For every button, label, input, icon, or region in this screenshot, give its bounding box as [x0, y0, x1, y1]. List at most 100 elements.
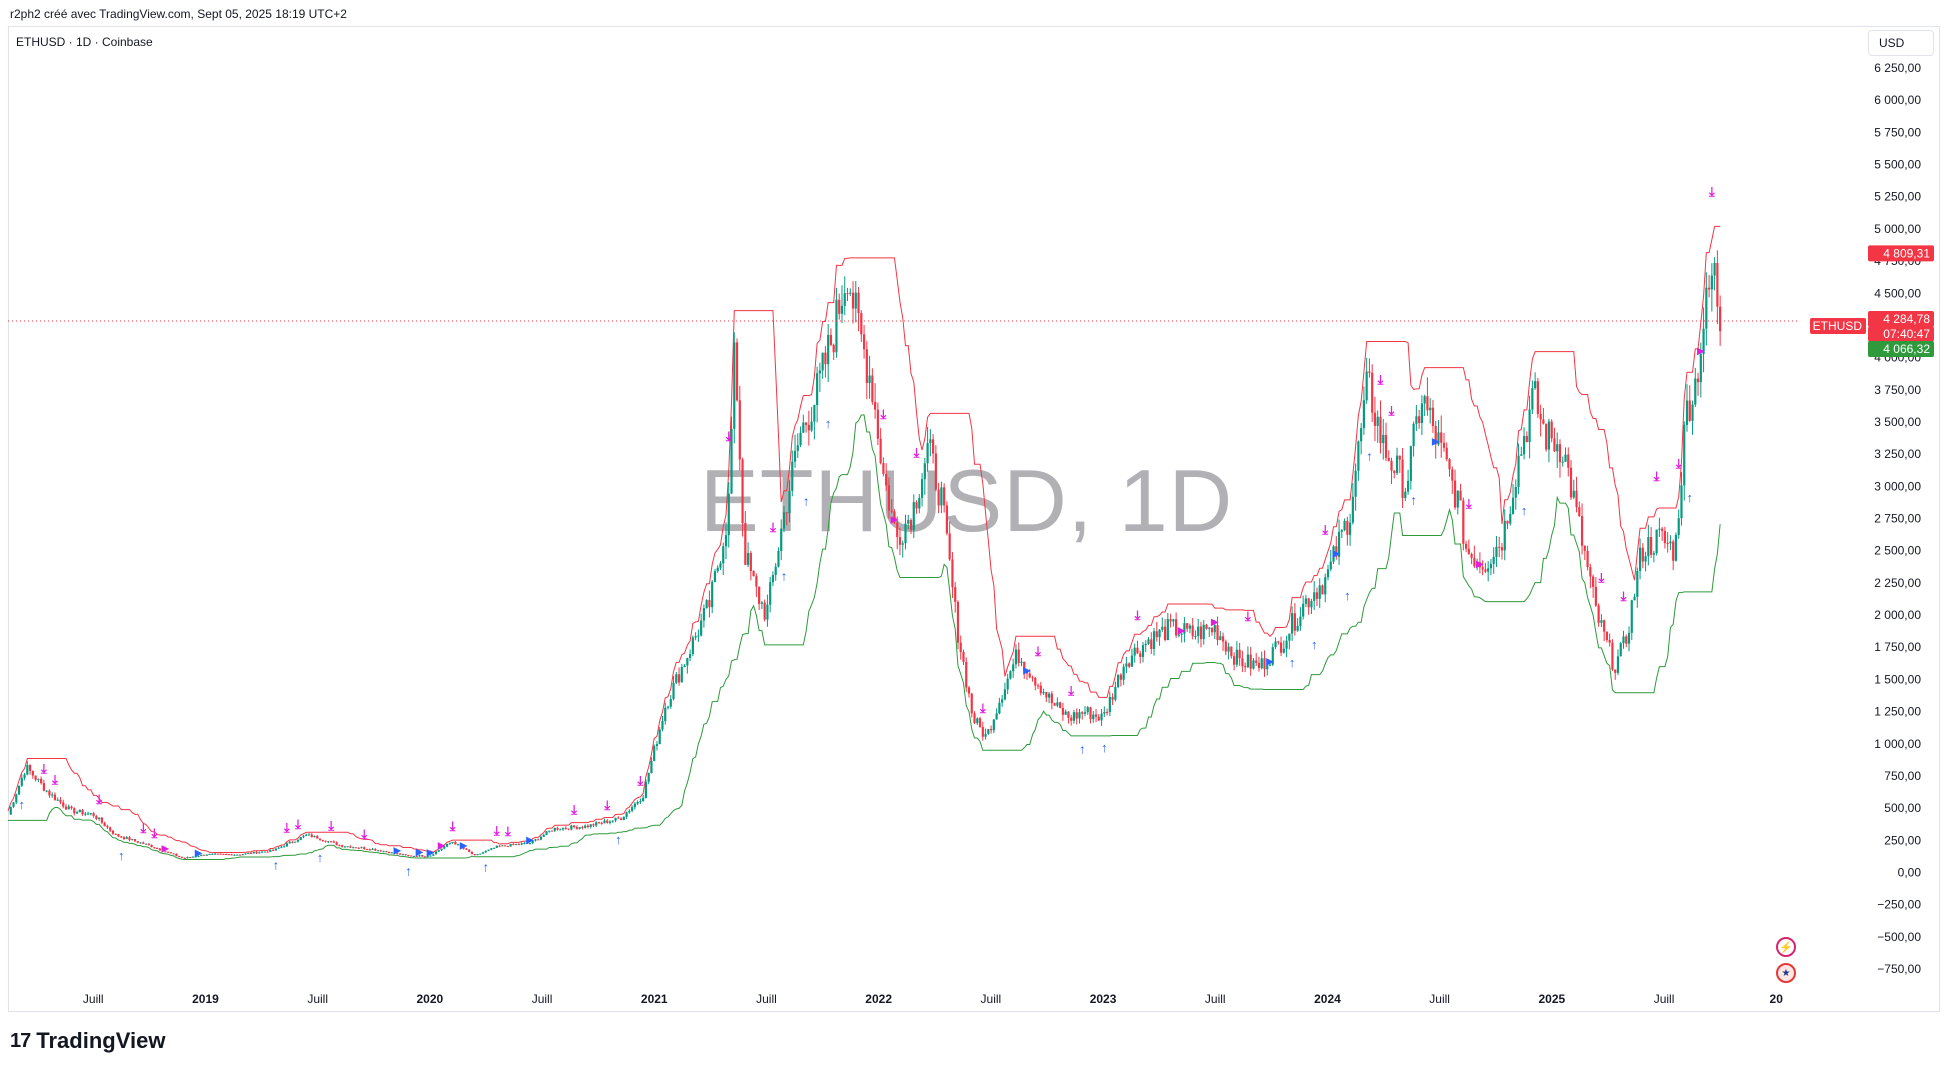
- candle-body: [1064, 711, 1067, 715]
- symbol-price-label-text: ETHUSD: [1813, 319, 1863, 333]
- candle-body: [1246, 654, 1250, 668]
- candle-body: [1440, 432, 1443, 443]
- candle-body: [619, 818, 623, 820]
- candle-body: [1056, 702, 1059, 706]
- candle-body: [898, 537, 902, 545]
- bolt-icon[interactable]: ⚡: [1776, 937, 1796, 957]
- candle-body: [329, 841, 333, 843]
- candle-body: [1067, 711, 1070, 718]
- candle-body: [1680, 485, 1683, 519]
- candle-body: [363, 847, 366, 849]
- candle-body: [954, 587, 957, 602]
- candle-body: [1536, 381, 1539, 414]
- candle-body: [1636, 570, 1639, 597]
- candle-body: [611, 820, 614, 822]
- candle-body: [1409, 446, 1412, 481]
- candle-body: [335, 842, 338, 846]
- candle-body: [517, 844, 520, 846]
- candle-body: [147, 843, 150, 845]
- candle-body: [1702, 328, 1705, 354]
- lower-band-price-label-text: 4 066,32: [1883, 342, 1930, 356]
- candle-body: [1583, 545, 1586, 551]
- us-flag-icon[interactable]: ★: [1776, 963, 1796, 983]
- y-tick-label: 1 250,00: [1874, 705, 1921, 719]
- candle-body: [1177, 634, 1180, 636]
- candle-body: [705, 600, 708, 609]
- candle-body: [1348, 522, 1352, 535]
- candle-body: [15, 794, 18, 803]
- sell-signal-marker: ⤓: [1321, 522, 1328, 537]
- candle-body: [272, 849, 275, 851]
- candle-body: [780, 528, 783, 552]
- candle-body: [1122, 666, 1125, 680]
- candle-body: [12, 802, 15, 807]
- candle-body: [760, 602, 763, 604]
- candle-body: [719, 563, 722, 568]
- candle-body: [1235, 649, 1238, 665]
- candle-body: [644, 781, 648, 798]
- candle-body: [973, 713, 976, 724]
- candle-body: [1028, 673, 1031, 678]
- y-tick-label: 500,00: [1884, 801, 1921, 815]
- candle-body: [462, 846, 465, 849]
- candle-body: [537, 839, 540, 841]
- sell-signal-marker: ⤓: [637, 773, 644, 788]
- candle-body: [1141, 645, 1145, 657]
- candle-body: [600, 822, 603, 824]
- candle-body: [205, 854, 208, 856]
- candle-body: [230, 854, 233, 856]
- candle-body: [1351, 496, 1354, 523]
- candle-body: [1437, 432, 1440, 445]
- candle-body: [1023, 661, 1026, 671]
- candle-body: [1398, 455, 1401, 460]
- sell-signal-marker: ⤓: [95, 791, 102, 806]
- candle-body: [987, 729, 990, 734]
- candle-body: [868, 375, 871, 384]
- x-tick-label: 2024: [1314, 992, 1341, 1006]
- band-group: [7, 225, 1721, 861]
- sell-signal-marker: ⤓: [283, 820, 290, 835]
- sell-signal-marker: ⤓: [1653, 469, 1660, 484]
- candle-body: [260, 851, 264, 853]
- candle-body: [1445, 447, 1448, 460]
- y-tick-label: 0,00: [1898, 865, 1922, 879]
- candle-body: [1161, 626, 1164, 630]
- tradingview-logo[interactable]: 17 TradingView: [10, 1028, 165, 1054]
- candle-body: [691, 637, 694, 655]
- candle-body: [1152, 631, 1156, 650]
- candle-body: [1713, 262, 1716, 276]
- candle-body: [1136, 647, 1139, 654]
- candle-body: [180, 856, 184, 858]
- candle-body: [1053, 703, 1056, 706]
- candle-body: [1534, 381, 1537, 389]
- candle-body: [490, 848, 493, 850]
- candle-body: [1630, 600, 1633, 633]
- candle-body: [321, 839, 324, 841]
- candle-body: [981, 727, 984, 737]
- trend-triangle-marker: ▶: [1023, 665, 1031, 676]
- trend-triangle-marker: ▶: [438, 841, 446, 852]
- buy-signal-marker: ↑: [1410, 492, 1417, 507]
- candle-body: [1288, 633, 1291, 641]
- countdown-label: 07:40:47: [1868, 326, 1934, 342]
- candle-body: [78, 809, 81, 813]
- x-tick-label: 20: [1770, 992, 1784, 1006]
- trend-triangle-marker: ▶: [394, 845, 402, 856]
- currency-button[interactable]: USD: [1868, 30, 1934, 56]
- candle-body: [84, 813, 87, 815]
- candle-body: [1459, 490, 1462, 501]
- candle-body: [396, 853, 399, 855]
- candle-body: [943, 487, 946, 506]
- candle-body: [1691, 404, 1694, 421]
- candle-body: [929, 439, 932, 444]
- candle-body: [241, 854, 244, 856]
- candle-body: [487, 849, 490, 851]
- candle-body: [354, 847, 358, 849]
- candle-body: [318, 838, 322, 840]
- trend-triangle-marker: ▶: [416, 847, 424, 858]
- candle-body: [227, 854, 231, 856]
- candle-body: [956, 601, 960, 643]
- candle-body: [1070, 717, 1073, 721]
- candle-body: [1376, 416, 1379, 426]
